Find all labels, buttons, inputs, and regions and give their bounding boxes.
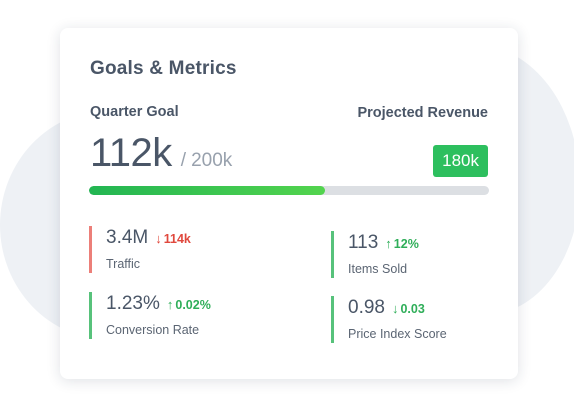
metric-value: 3.4M: [106, 227, 149, 248]
goal-progress-fill: [89, 186, 325, 195]
metric-value: 0.98: [348, 297, 385, 318]
quarter-goal-label: Quarter Goal: [90, 104, 179, 120]
metric-value: 113: [348, 232, 379, 253]
quarter-goal-value: 112k / 200k: [90, 131, 232, 176]
metric-traffic: 3.4M ↓ 114k Traffic: [89, 226, 191, 273]
metric-label: Price Index Score: [348, 327, 447, 341]
arrow-down-icon: ↓: [155, 231, 162, 246]
projected-revenue-badge: 180k: [433, 145, 488, 177]
metric-delta-value: 0.03: [400, 302, 425, 316]
metric-delta: ↑ 12%: [385, 236, 419, 251]
metric-delta-value: 12%: [393, 237, 419, 251]
metric-delta: ↑ 0.02%: [167, 297, 211, 312]
arrow-up-icon: ↑: [166, 297, 174, 312]
goals-metrics-card: Goals & Metrics Quarter Goal Projected R…: [60, 28, 518, 379]
arrow-up-icon: ↑: [385, 236, 392, 251]
goal-progress-bar: [89, 186, 489, 195]
metric-conversion-rate: 1.23% ↑ 0.02% Conversion Rate: [89, 292, 211, 339]
card-title: Goals & Metrics: [90, 58, 237, 79]
metric-price-index-score: 0.98 ↓ 0.03 Price Index Score: [331, 296, 447, 343]
metric-label: Items Sold: [348, 262, 408, 276]
metric-delta: ↓ 0.03: [392, 301, 425, 316]
metric-delta-value: 114k: [163, 232, 191, 246]
metric-label: Traffic: [106, 257, 141, 271]
metric-value: 1.23%: [106, 293, 160, 314]
goal-separator: /: [180, 150, 187, 171]
goal-target-value: 200k: [191, 150, 233, 171]
projected-revenue-label: Projected Revenue: [357, 105, 488, 121]
metric-delta: ↓ 114k: [155, 231, 191, 246]
metric-items-sold: 113 ↑ 12% Items Sold: [331, 231, 419, 278]
metric-label: Conversion Rate: [106, 323, 200, 337]
goal-current-value: 112k: [90, 131, 172, 175]
arrow-down-icon: ↓: [391, 301, 399, 316]
metric-delta-value: 0.02%: [175, 298, 211, 312]
